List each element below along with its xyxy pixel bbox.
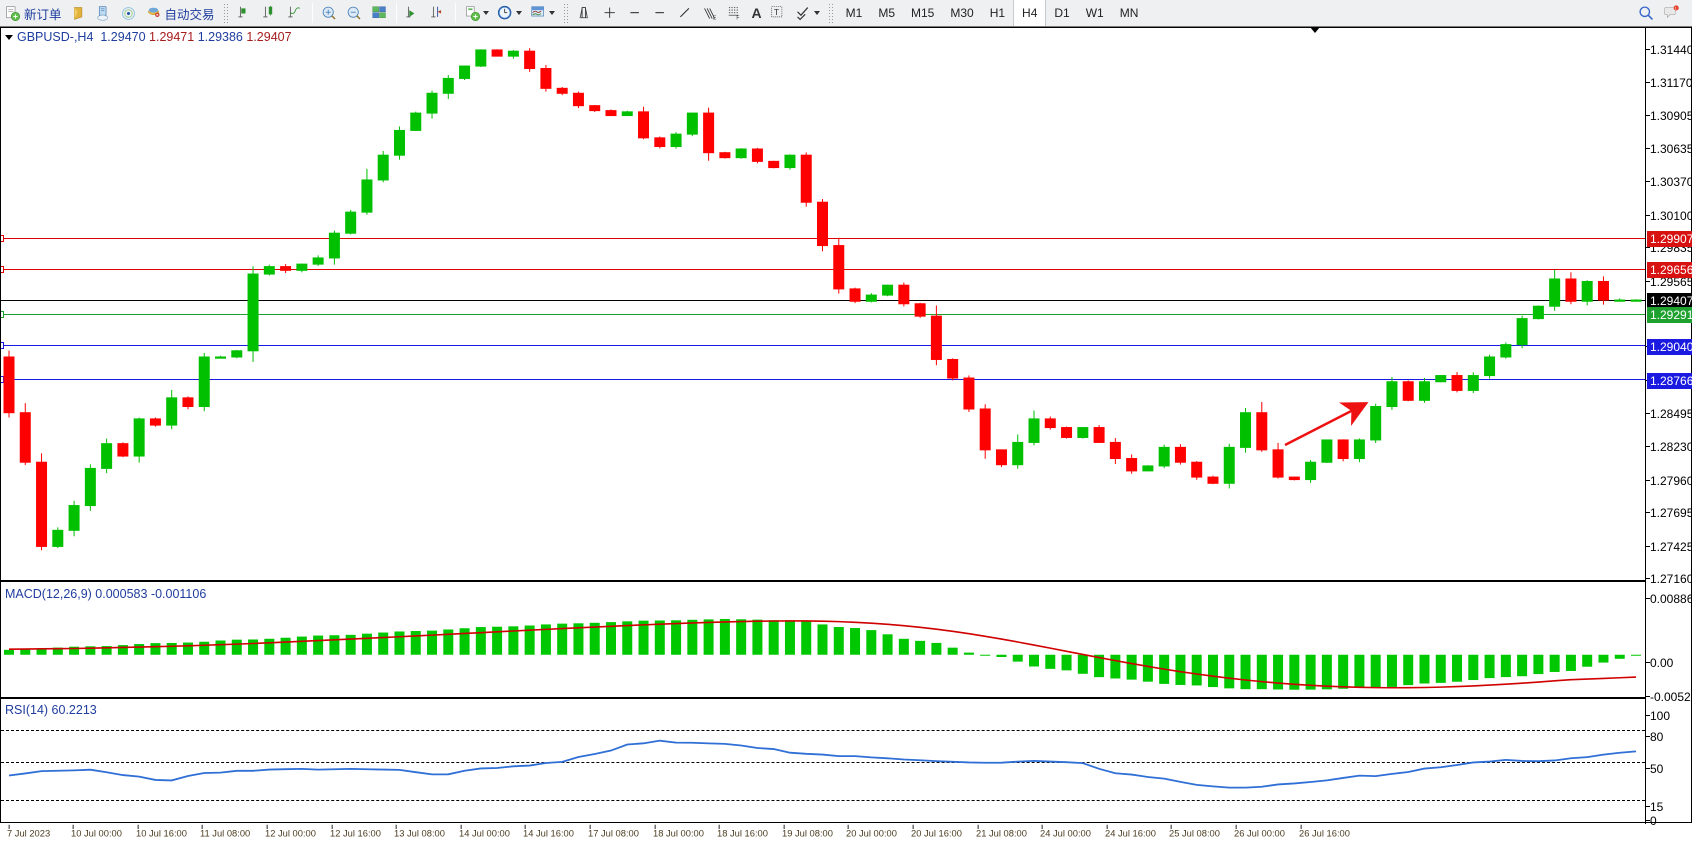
svg-text:E: E xyxy=(713,15,717,21)
svg-text:T: T xyxy=(773,7,778,17)
svg-text:F: F xyxy=(736,15,739,21)
svg-text:1: 1 xyxy=(1675,6,1677,10)
